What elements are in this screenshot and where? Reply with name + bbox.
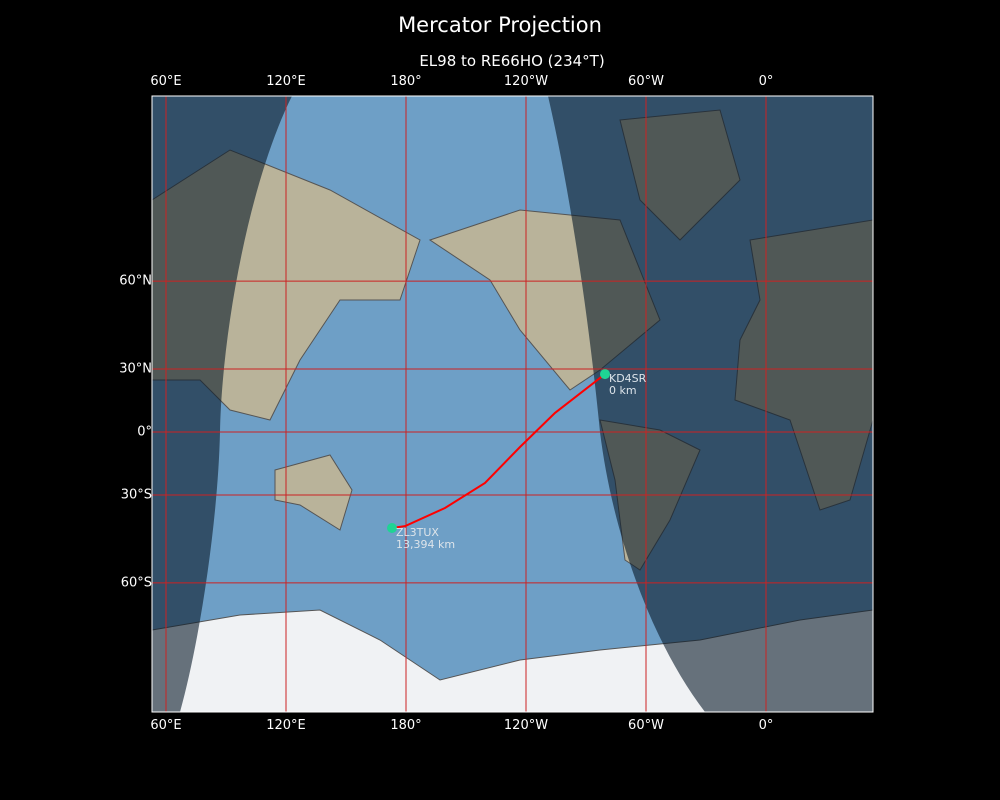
map-subtitle: EL98 to RE66HO (234°T): [419, 52, 605, 70]
graticule: [152, 96, 873, 712]
station-callsign: KD4SR: [609, 372, 647, 385]
lon-tick-bottom: 120°W: [503, 718, 549, 733]
great-circle-path: [391, 373, 606, 529]
lon-tick-top: 180°: [390, 74, 422, 89]
lon-tick-top: 120°E: [266, 74, 306, 89]
figure-title: Mercator Projection: [398, 13, 602, 37]
station-marker[interactable]: [387, 522, 397, 533]
lon-tick-top: 0°: [758, 74, 774, 89]
lon-tick-bottom: 60°E: [150, 718, 182, 733]
lat-tick: 30°S: [120, 487, 152, 503]
lon-tick-top: 120°W: [503, 74, 549, 89]
lon-tick-bottom: 180°: [390, 718, 422, 733]
lat-tick: 60°S: [120, 575, 152, 591]
lat-tick: 30°N: [119, 361, 152, 377]
australia: [274, 454, 353, 531]
station-distance: 13,394 km: [396, 538, 455, 551]
lon-tick-top: 60°W: [628, 74, 664, 89]
station-marker[interactable]: [600, 369, 610, 380]
map-frame: [151, 95, 874, 713]
night-shading: [152, 96, 873, 712]
lon-tick-top: 60°E: [150, 74, 182, 89]
lon-tick-bottom: 60°W: [628, 718, 664, 733]
lon-tick-bottom: 0°: [758, 718, 774, 733]
lat-tick: 0°: [137, 424, 152, 440]
station-callsign: ZL3TUX: [396, 526, 439, 539]
station-distance: 0 km: [609, 384, 637, 397]
lon-tick-bottom: 120°E: [266, 718, 306, 733]
lat-tick: 60°N: [119, 273, 152, 289]
